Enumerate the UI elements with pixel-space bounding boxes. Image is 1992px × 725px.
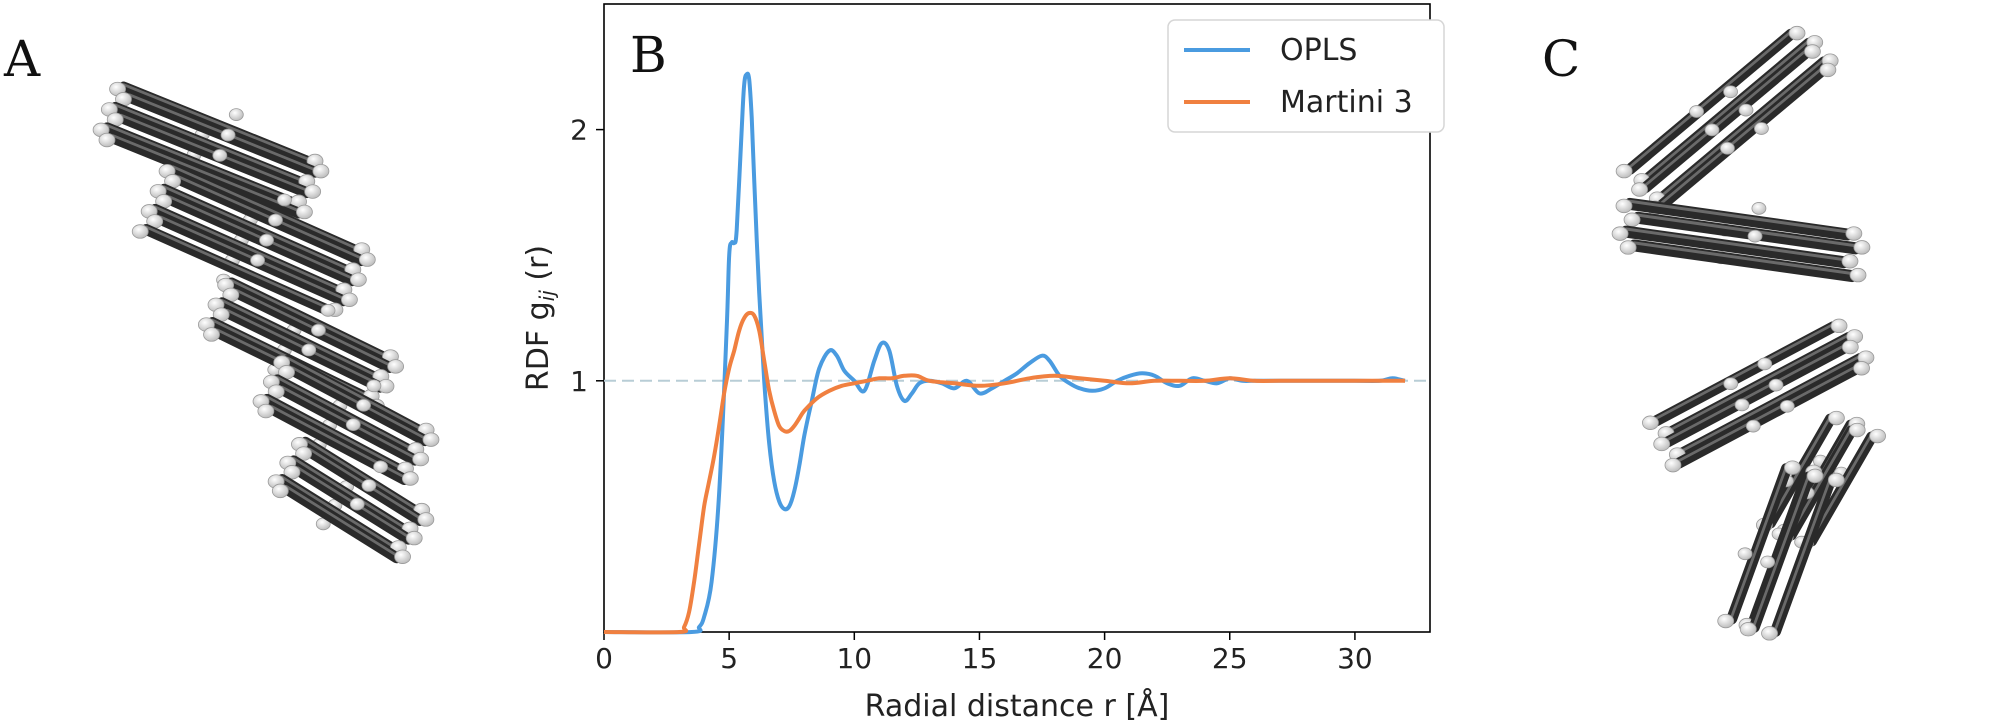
x-tick-label: 25: [1212, 642, 1248, 675]
plot-area-frame: [603, 3, 1431, 633]
x-axis-ticks: 0 5 10 15 20 25 30: [595, 632, 1373, 675]
panel-a-label: A: [3, 30, 41, 88]
molecule-stack-c-image: [1611, 25, 1886, 641]
legend: OPLS Martini 3: [1167, 19, 1445, 133]
molecule-stack-a-image: [92, 81, 440, 564]
x-tick-label: 5: [720, 642, 738, 675]
y-axis-title-sub: ij: [535, 290, 559, 302]
series-line-martini: [603, 310, 1405, 635]
x-tick-label: 15: [962, 642, 998, 675]
y-axis-title-main: RDF g: [521, 301, 556, 391]
legend-label-martini: Martini 3: [1280, 85, 1413, 120]
x-tick-label: 20: [1087, 642, 1123, 675]
x-tick-label: 30: [1337, 642, 1373, 675]
y-tick-label: 2: [570, 114, 588, 147]
x-tick-label: 0: [595, 642, 613, 675]
y-axis-ticks: 12: [570, 114, 604, 398]
panel-b-label: B: [630, 26, 667, 84]
y-tick-label: 1: [570, 365, 588, 398]
y-axis-title-tail: (r): [521, 245, 556, 290]
x-axis-title: Radial distance r [Å]: [865, 688, 1170, 724]
panel-c-label: C: [1542, 30, 1580, 88]
x-tick-label: 10: [836, 642, 872, 675]
series-lines: [603, 71, 1406, 635]
rdf-chart: 0 5 10 15 20 25 30 12 Radial distance r [Å] RD…: [521, 3, 1445, 724]
y-axis-title: RDF gij (r): [521, 245, 559, 391]
series-line-opls: [603, 71, 1406, 635]
legend-label-opls: OPLS: [1280, 33, 1357, 68]
